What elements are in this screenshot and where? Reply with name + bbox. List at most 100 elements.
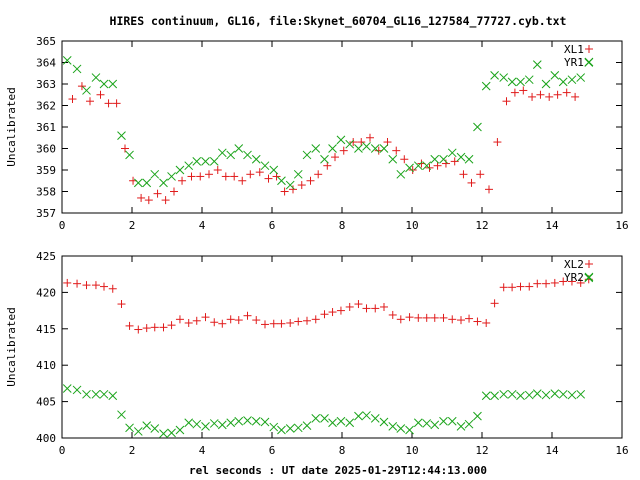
bottom-y-tick-label: 420 bbox=[36, 286, 56, 299]
top-point-yr1 bbox=[558, 77, 568, 87]
bottom-point-yr2 bbox=[108, 391, 118, 401]
bottom-point-yr2 bbox=[226, 418, 236, 428]
bottom-x-tick-label: 2 bbox=[129, 444, 136, 457]
top-point-xl1 bbox=[433, 161, 442, 170]
top-data-points bbox=[62, 55, 594, 205]
top-x-tick-label: 2 bbox=[129, 219, 136, 232]
bottom-point-xl2 bbox=[516, 282, 525, 291]
bottom-point-xl2 bbox=[430, 313, 439, 322]
bottom-point-xl2 bbox=[167, 321, 176, 330]
top-point-xl1 bbox=[349, 138, 358, 147]
bottom-x-axis-label: rel seconds : UT date 2025-01-29T12:44:1… bbox=[189, 464, 487, 477]
bottom-x-tick-label: 6 bbox=[269, 444, 276, 457]
bottom-point-yr2 bbox=[293, 423, 303, 433]
top-point-xl1 bbox=[205, 170, 213, 179]
bottom-point-xl2 bbox=[362, 304, 371, 313]
top-point-xl1 bbox=[153, 189, 162, 198]
top-point-yr1 bbox=[91, 73, 101, 82]
bottom-point-yr2 bbox=[567, 390, 577, 400]
top-point-xl1 bbox=[255, 168, 264, 177]
bottom-point-yr2 bbox=[184, 418, 194, 428]
bottom-point-xl2 bbox=[73, 279, 82, 288]
top-point-yr1 bbox=[447, 148, 457, 158]
bottom-point-xl2 bbox=[226, 315, 235, 324]
top-point-yr1 bbox=[430, 154, 440, 164]
top-point-xl1 bbox=[86, 97, 94, 106]
top-point-yr1 bbox=[243, 150, 252, 160]
bottom-point-yr2 bbox=[234, 416, 244, 426]
top-point-xl1 bbox=[400, 155, 409, 164]
bottom-point-yr2 bbox=[499, 389, 509, 399]
top-point-xl1 bbox=[213, 166, 222, 174]
top-x-tick-label: 16 bbox=[615, 219, 628, 232]
top-point-yr1 bbox=[541, 79, 551, 89]
top-point-xl1 bbox=[96, 90, 105, 99]
bottom-x-tick-label: 10 bbox=[405, 444, 418, 457]
bottom-point-yr2 bbox=[473, 411, 482, 421]
bottom-point-xl2 bbox=[243, 311, 252, 320]
top-point-xl1 bbox=[571, 92, 580, 101]
bottom-y-axis: 400 405 410 415 420 425 bbox=[36, 250, 622, 445]
top-point-xl1 bbox=[178, 176, 187, 185]
bottom-point-xl2 bbox=[439, 313, 448, 322]
top-point-xl1 bbox=[264, 174, 273, 183]
bottom-point-xl2 bbox=[277, 319, 286, 328]
bottom-point-xl2 bbox=[336, 306, 345, 315]
top-point-yr1 bbox=[311, 144, 321, 153]
top-point-yr1 bbox=[108, 79, 118, 89]
top-point-yr1 bbox=[260, 161, 270, 171]
bottom-point-xl2 bbox=[269, 319, 278, 328]
bottom-point-xl2 bbox=[422, 313, 431, 322]
bottom-point-yr2 bbox=[405, 425, 414, 435]
bottom-point-yr2 bbox=[430, 420, 440, 430]
top-x-tick-label: 10 bbox=[405, 219, 418, 232]
bottom-point-xl2 bbox=[252, 316, 261, 325]
top-point-xl1 bbox=[553, 90, 562, 99]
top-point-yr1 bbox=[507, 77, 517, 87]
top-point-xl1 bbox=[77, 82, 86, 91]
top-point-xl1 bbox=[137, 193, 146, 202]
bottom-y-tick-label: 400 bbox=[36, 432, 56, 445]
bottom-point-xl2 bbox=[159, 323, 168, 332]
bottom-point-xl2 bbox=[525, 282, 534, 291]
top-point-xl1 bbox=[289, 185, 297, 194]
top-point-yr1 bbox=[362, 141, 371, 151]
top-point-xl1 bbox=[331, 153, 339, 162]
bottom-point-xl2 bbox=[490, 299, 499, 308]
bottom-point-yr2 bbox=[456, 421, 466, 431]
top-y-tick-label: 357 bbox=[36, 207, 56, 220]
top-point-yr1 bbox=[473, 122, 482, 132]
top-point-yr1 bbox=[320, 154, 329, 164]
bottom-point-yr2 bbox=[336, 416, 346, 426]
bottom-point-yr2 bbox=[302, 421, 312, 430]
top-point-yr1 bbox=[481, 81, 491, 91]
top-point-xl1 bbox=[221, 172, 230, 181]
bottom-point-yr2 bbox=[217, 420, 227, 430]
top-point-xl1 bbox=[476, 170, 485, 179]
top-point-xl1 bbox=[246, 170, 255, 179]
top-y-tick-label: 360 bbox=[36, 143, 56, 156]
top-point-xl1 bbox=[161, 196, 170, 205]
bottom-point-xl2 bbox=[328, 308, 337, 317]
bottom-y-tick-label: 425 bbox=[36, 250, 56, 263]
bottom-point-xl2 bbox=[303, 316, 311, 325]
top-point-yr1 bbox=[396, 169, 406, 179]
top-point-yr1 bbox=[167, 172, 176, 181]
bottom-point-xl2 bbox=[192, 316, 201, 325]
bottom-point-xl2 bbox=[63, 278, 72, 287]
bottom-point-xl2 bbox=[345, 302, 354, 311]
bottom-x-tick-label: 14 bbox=[545, 444, 559, 457]
bottom-point-yr2 bbox=[82, 389, 91, 399]
bottom-point-xl2 bbox=[542, 279, 551, 288]
top-plot-frame bbox=[61, 40, 623, 214]
bottom-point-xl2 bbox=[294, 317, 303, 326]
top-point-xl1 bbox=[467, 178, 476, 187]
bottom-point-yr2 bbox=[379, 417, 389, 427]
top-point-yr1 bbox=[226, 150, 236, 160]
top-point-yr1 bbox=[576, 73, 586, 82]
top-point-yr1 bbox=[142, 178, 152, 188]
top-point-yr1 bbox=[251, 154, 261, 164]
bottom-point-xl2 bbox=[125, 321, 134, 330]
